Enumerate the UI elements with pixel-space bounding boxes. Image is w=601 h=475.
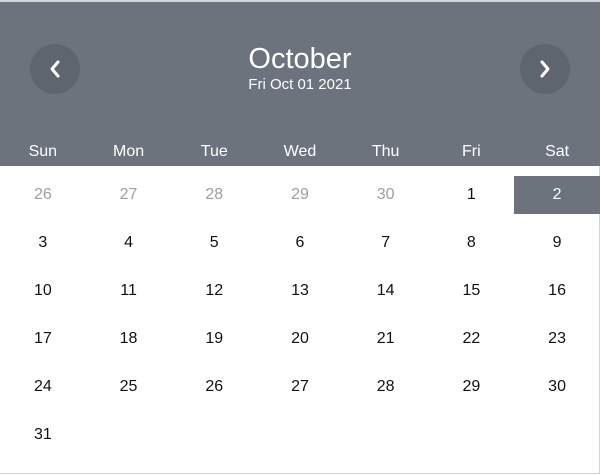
weekday-label: Sun	[28, 143, 58, 160]
day-cell-outside-month[interactable]: 29	[291, 186, 309, 203]
day-cell[interactable]: 26	[205, 378, 224, 395]
day-cell[interactable]: 23	[548, 330, 566, 347]
weekday-label: Mon	[112, 143, 145, 160]
weekday-label: Thu	[371, 143, 400, 160]
day-cell[interactable]: 14	[376, 282, 395, 299]
day-cell[interactable]: 22	[462, 330, 481, 347]
day-cell[interactable]: 12	[205, 282, 224, 299]
day-cell[interactable]: 11	[120, 282, 137, 299]
day-cell-outside-month[interactable]: 27	[119, 186, 138, 203]
weekday-label: Sat	[545, 143, 570, 160]
day-cell[interactable]: 5	[209, 234, 219, 251]
next-month-button[interactable]	[520, 44, 570, 94]
prev-month-button[interactable]	[30, 44, 80, 94]
chevron-left-icon	[48, 58, 62, 80]
day-cell[interactable]: 9	[552, 234, 562, 251]
day-cell[interactable]: 19	[205, 330, 224, 347]
day-cell[interactable]: 17	[33, 330, 52, 347]
weekday-label: Wed	[283, 143, 317, 160]
day-grid: 26 27 28 29 30 1 2 3 4 5 6 7 8 9 10 11 12 13 14 15 16 17 18 19 2…	[0, 170, 600, 458]
day-cell[interactable]: 29	[462, 378, 481, 395]
day-cell-selected[interactable]: 2	[514, 176, 600, 214]
day-cell[interactable]: 16	[548, 282, 566, 299]
day-cell[interactable]: 24	[33, 378, 52, 395]
selected-date-label: Fri Oct 01 2021	[248, 76, 352, 93]
day-cell-outside-month[interactable]: 26	[33, 186, 52, 203]
weekday-header-row: Sun Mon Tue Wed Thu Fri Sat	[0, 138, 600, 166]
day-cell-outside-month[interactable]: 30	[376, 186, 395, 203]
day-cell[interactable]: 31	[33, 426, 52, 443]
weekday-label: Fri	[462, 143, 481, 160]
day-cell-outside-month[interactable]: 28	[205, 186, 224, 203]
day-cell[interactable]: 15	[462, 282, 481, 299]
day-cell[interactable]: 13	[291, 282, 309, 299]
day-cell[interactable]: 6	[295, 234, 305, 251]
day-cell[interactable]: 20	[291, 330, 309, 347]
day-cell[interactable]: 27	[291, 378, 309, 395]
day-cell[interactable]: 4	[124, 234, 133, 251]
day-cell[interactable]: 18	[119, 330, 138, 347]
day-cell[interactable]: 30	[548, 378, 566, 395]
chevron-right-icon	[538, 58, 552, 80]
day-cell[interactable]: 8	[466, 234, 476, 251]
day-cell[interactable]: 7	[381, 234, 391, 251]
month-title: October	[248, 43, 352, 75]
day-cell[interactable]: 10	[33, 282, 52, 299]
day-cell[interactable]: 1	[466, 186, 476, 203]
day-cell[interactable]: 28	[376, 378, 395, 395]
weekday-label: Tue	[200, 143, 228, 160]
calendar-header: October Fri Oct 01 2021 Sun Mon Tue Wed …	[0, 0, 600, 166]
day-cell[interactable]: 21	[376, 330, 395, 347]
day-cell[interactable]: 3	[38, 234, 48, 251]
day-cell[interactable]: 25	[119, 378, 138, 395]
